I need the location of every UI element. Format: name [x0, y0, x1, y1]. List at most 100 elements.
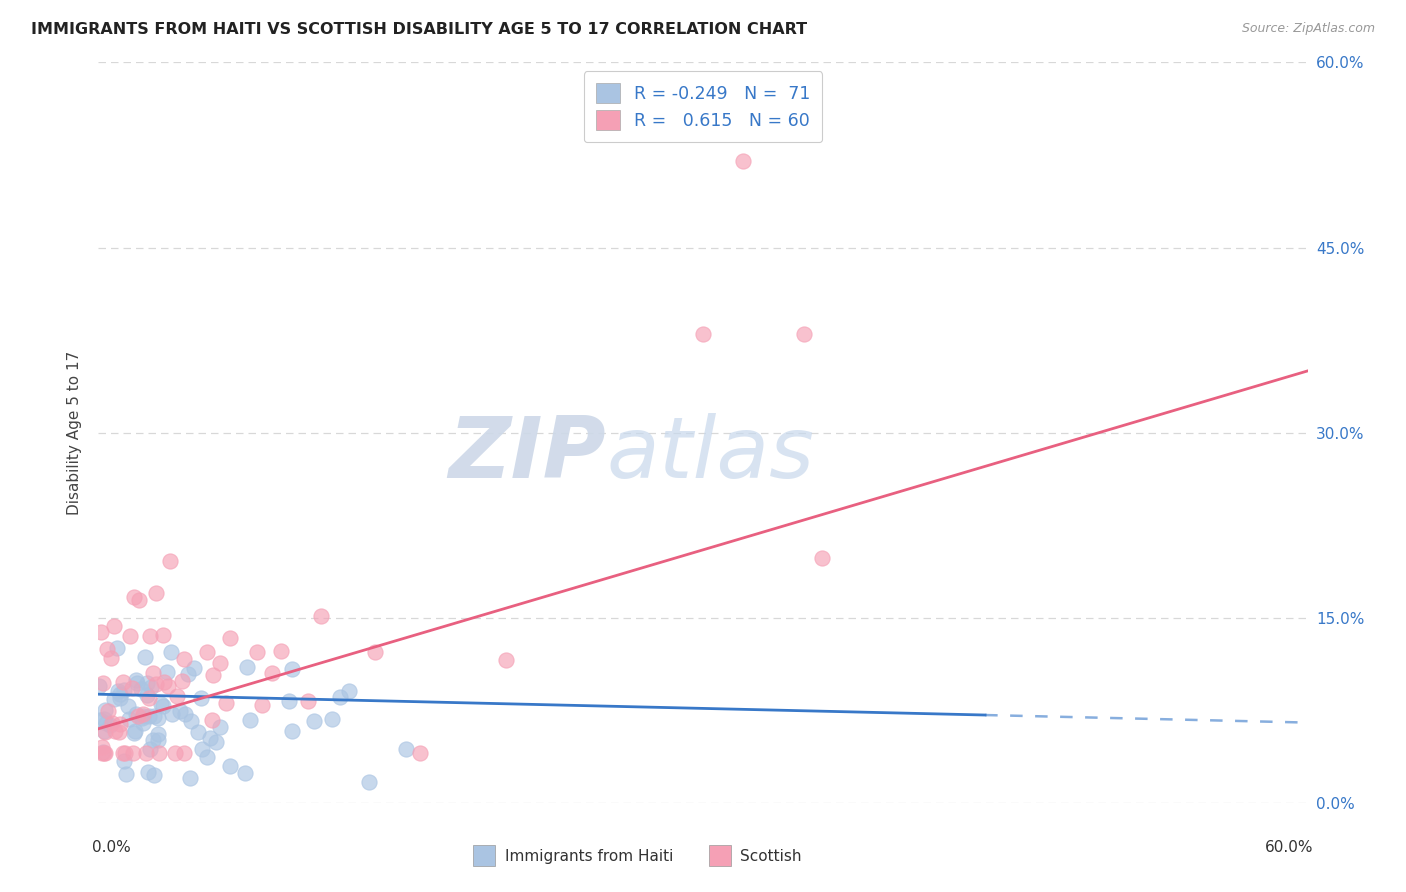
Point	[152, 699, 174, 714]
Point	[122, 747, 145, 761]
Point	[200, 731, 222, 745]
Point	[120, 629, 142, 643]
Point	[297, 694, 319, 708]
Point	[148, 727, 170, 741]
Point	[281, 724, 304, 739]
Point	[149, 697, 172, 711]
Point	[136, 676, 159, 690]
Point	[125, 706, 148, 721]
Point	[208, 657, 231, 671]
Point	[114, 747, 136, 761]
Text: ZIP: ZIP	[449, 413, 606, 496]
Point	[134, 649, 156, 664]
Point	[132, 709, 155, 723]
Point	[180, 714, 202, 729]
Point	[219, 632, 242, 646]
Point	[281, 662, 304, 676]
Point	[135, 688, 157, 702]
Point	[200, 713, 222, 727]
Point	[187, 724, 209, 739]
Point	[209, 720, 232, 734]
Point	[87, 679, 110, 693]
Point	[218, 759, 240, 773]
Point	[250, 698, 273, 712]
Point	[357, 774, 380, 789]
Point	[97, 704, 120, 718]
Point	[91, 675, 114, 690]
Point	[94, 747, 117, 761]
Point	[131, 711, 153, 725]
Point	[239, 714, 262, 728]
Point	[146, 711, 169, 725]
Point	[127, 708, 149, 723]
Point	[122, 726, 145, 740]
Point	[125, 673, 148, 687]
Point	[172, 673, 194, 688]
Point	[107, 725, 129, 739]
Point	[195, 750, 218, 764]
FancyBboxPatch shape	[709, 845, 731, 866]
Point	[118, 712, 141, 726]
Point	[105, 641, 128, 656]
Point	[117, 698, 139, 713]
Point	[145, 677, 167, 691]
Point	[91, 745, 114, 759]
Point	[111, 675, 134, 690]
Point	[146, 732, 169, 747]
Point	[114, 767, 136, 781]
Point	[139, 629, 162, 643]
Point	[395, 741, 418, 756]
Point	[143, 709, 166, 723]
Point	[93, 713, 115, 727]
Point	[270, 644, 292, 658]
Point	[233, 766, 256, 780]
Point	[107, 683, 129, 698]
Point	[152, 628, 174, 642]
Point	[94, 703, 117, 717]
Point	[191, 742, 214, 756]
Point	[93, 747, 115, 761]
Point	[138, 709, 160, 723]
Point	[162, 706, 184, 721]
Point	[90, 739, 112, 754]
Point	[90, 624, 112, 639]
Point	[112, 754, 135, 768]
Point	[309, 608, 332, 623]
FancyBboxPatch shape	[474, 845, 495, 866]
Point	[143, 768, 166, 782]
Point	[103, 619, 125, 633]
Point	[96, 716, 118, 731]
Point	[236, 659, 259, 673]
Point	[93, 724, 115, 739]
Point	[329, 690, 352, 704]
Point	[135, 747, 157, 761]
Text: Immigrants from Haiti: Immigrants from Haiti	[505, 849, 673, 864]
Point	[139, 680, 162, 694]
Point	[173, 652, 195, 666]
Point	[409, 747, 432, 761]
Point	[337, 684, 360, 698]
Text: Source: ZipAtlas.com: Source: ZipAtlas.com	[1241, 22, 1375, 36]
Point	[108, 687, 131, 701]
Point	[148, 747, 170, 761]
Point	[124, 724, 146, 739]
Point	[138, 690, 160, 705]
Point	[201, 668, 224, 682]
Point	[104, 724, 127, 739]
Point	[173, 706, 195, 721]
Point	[153, 675, 176, 690]
Text: Scottish: Scottish	[741, 849, 801, 864]
Point	[100, 716, 122, 731]
Point	[205, 734, 228, 748]
Point	[90, 747, 112, 761]
Point	[108, 691, 131, 706]
Point	[176, 667, 198, 681]
Point	[733, 154, 755, 169]
Point	[156, 665, 179, 679]
Point	[142, 666, 165, 681]
Point	[195, 645, 218, 659]
Point	[302, 714, 325, 728]
Point	[112, 747, 135, 761]
Point	[793, 326, 815, 341]
Point	[159, 645, 181, 659]
